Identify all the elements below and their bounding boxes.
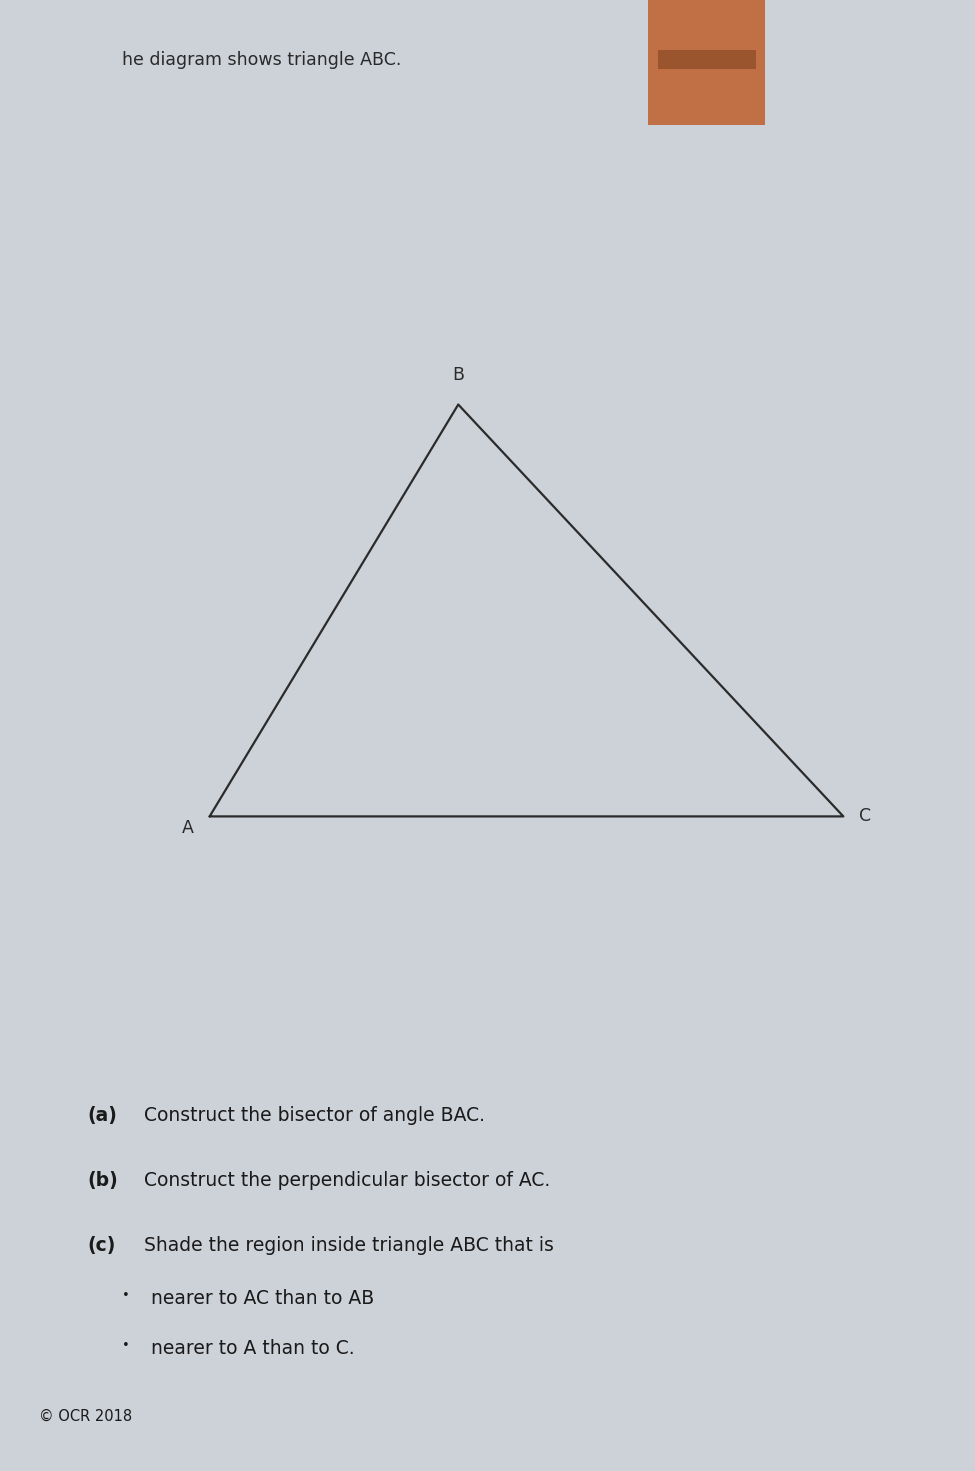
Text: •: • <box>122 1339 130 1352</box>
Text: (a): (a) <box>88 1106 118 1125</box>
Text: Shade the region inside triangle ABC that is: Shade the region inside triangle ABC tha… <box>144 1236 554 1255</box>
Text: © OCR 2018: © OCR 2018 <box>39 1409 133 1424</box>
Text: nearer to AC than to AB: nearer to AC than to AB <box>151 1289 374 1308</box>
Text: (c): (c) <box>88 1236 116 1255</box>
Text: Construct the bisector of angle BAC.: Construct the bisector of angle BAC. <box>144 1106 486 1125</box>
Text: C: C <box>859 808 871 825</box>
Text: B: B <box>452 366 464 384</box>
Bar <box>648 0 765 125</box>
Text: (b): (b) <box>88 1171 119 1190</box>
Text: nearer to A than to C.: nearer to A than to C. <box>151 1339 355 1358</box>
Bar <box>658 50 756 69</box>
Text: •: • <box>122 1289 130 1302</box>
Text: Construct the perpendicular bisector of AC.: Construct the perpendicular bisector of … <box>144 1171 551 1190</box>
Text: A: A <box>182 819 194 837</box>
Text: he diagram shows triangle ABC.: he diagram shows triangle ABC. <box>122 51 402 69</box>
